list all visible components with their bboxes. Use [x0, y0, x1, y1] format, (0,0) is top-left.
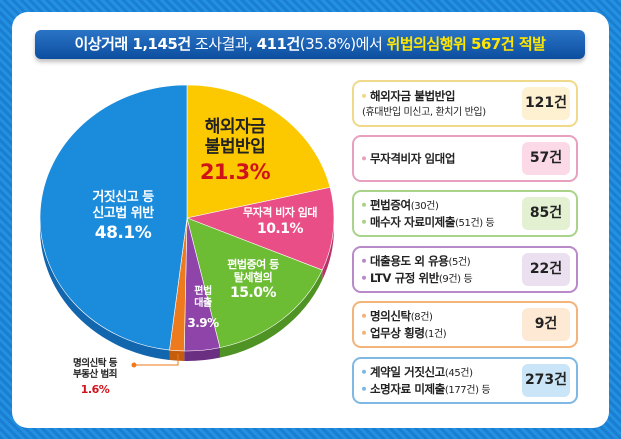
case-box: 무자격비자 임대업 57건 [352, 135, 578, 182]
case-count: 121건 [522, 87, 570, 120]
slice-label-gift: 편법증여 등 탈세혐의 15.0% [227, 258, 279, 302]
bullet-icon [362, 202, 366, 207]
bullet-icon [362, 220, 366, 224]
headline-part: 411건 [256, 35, 301, 53]
headline-part: (35.8%)에서 [299, 35, 387, 53]
slice-label-trust: 명의신탁 등 부동산 범죄 1.6% [72, 358, 118, 396]
bullet-icon [362, 258, 366, 263]
case-box: 해외자금 불법반입 (휴대반입 미신고, 환치기 반입) 121건 [352, 80, 578, 127]
case-count: 22건 [522, 253, 570, 286]
case-text: 해외자금 불법반입 (휴대반입 미신고, 환치기 반입) [362, 88, 486, 118]
bullet-icon [362, 276, 366, 280]
bullet-icon [362, 313, 366, 318]
pie-slice-side [322, 218, 334, 281]
headline-highlight: 위법의심행위 567건 적발 [386, 35, 546, 53]
slice-label-overseas: 해외자금 불법반입 21.3% [199, 117, 271, 184]
pie-slice [39, 84, 188, 351]
case-count: 9건 [522, 308, 570, 341]
slice-label-loan: 편법 대출 3.9% [187, 286, 219, 330]
bullet-icon [362, 156, 366, 161]
headline-part: 이상거래 1,145건 [74, 35, 191, 53]
case-count: 57건 [522, 142, 570, 175]
pie-slice-side [40, 218, 170, 361]
pie-slice-side [169, 350, 185, 361]
case-box: 명의신탁(8건) 업무상 횡령(1건) 9건 [352, 301, 578, 348]
case-text: 계약일 거짓신고(45건) 소명자료 미제출(177건) 등 [362, 363, 491, 398]
slice-label-report: 거짓신고 등 신고법 위반 48.1% [92, 190, 154, 244]
bullet-icon [362, 369, 366, 374]
headline-part: 조사결과, [190, 35, 257, 53]
headline-banner: 이상거래 1,145건 조사결과, 411건(35.8%)에서 위법의심행위 5… [35, 30, 585, 59]
case-box: 편법증여(30건) 매수자 자료미제출(51건) 등 85건 [352, 190, 578, 237]
bullet-icon [362, 331, 366, 335]
leader-line [135, 354, 179, 366]
case-box: 대출용도 외 유용(5건) LTV 규정 위반(9건) 등 22건 [352, 246, 578, 293]
pie-slice [186, 217, 323, 348]
bullet-icon [362, 93, 366, 98]
pie-slice [185, 187, 335, 271]
case-count: 273건 [522, 364, 570, 397]
bullet-icon [362, 387, 366, 391]
case-text: 편법증여(30건) 매수자 자료미제출(51건) 등 [362, 196, 495, 231]
case-box: 계약일 거짓신고(45건) 소명자료 미제출(177건) 등 273건 [352, 357, 578, 404]
case-text: 명의신탁(8건) 업무상 횡령(1건) [362, 307, 447, 342]
pie-slice [186, 84, 331, 219]
case-text: 대출용도 외 유용(5건) LTV 규정 위반(9건) 등 [362, 252, 473, 287]
leader-dot [131, 362, 137, 368]
case-text: 무자격비자 임대업 [362, 150, 455, 167]
pie-slice-side [219, 270, 323, 358]
case-count: 85건 [522, 197, 570, 230]
slice-label-visa: 무자격 비자 임대 10.1% [243, 206, 318, 238]
